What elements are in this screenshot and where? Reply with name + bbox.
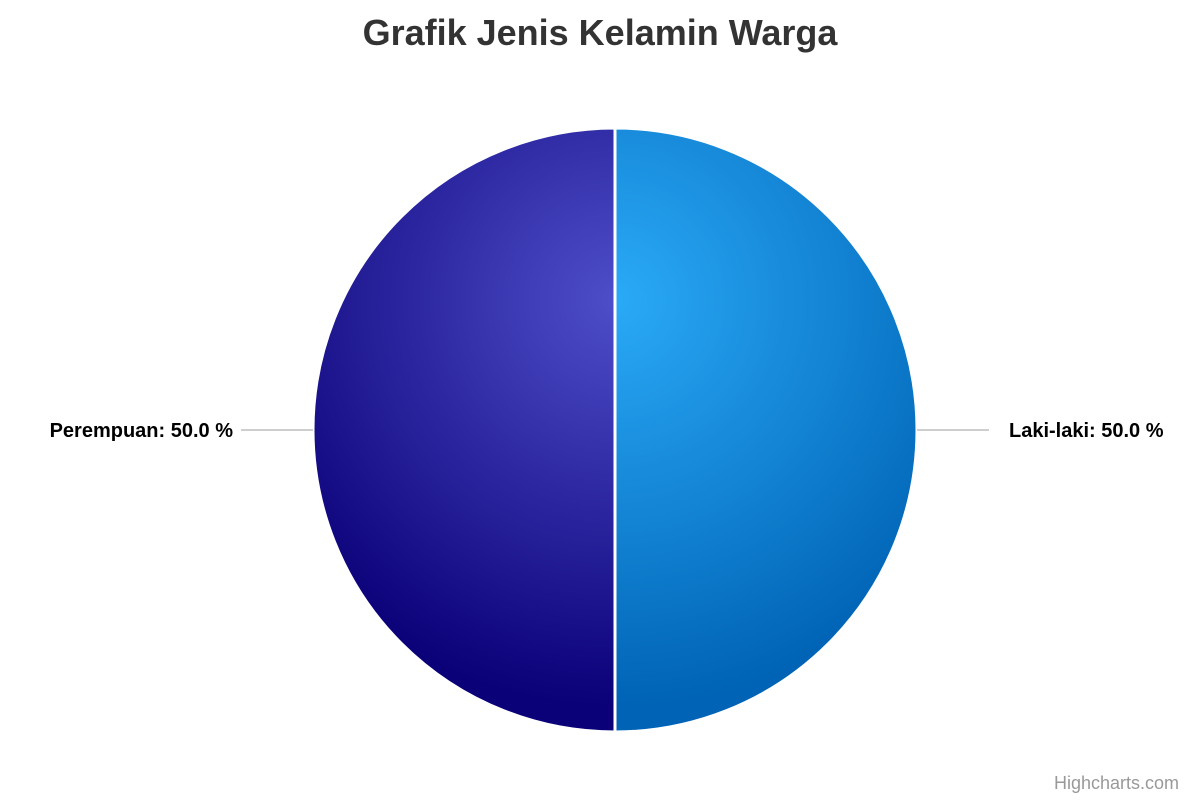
chart-title: Grafik Jenis Kelamin Warga	[362, 12, 838, 53]
data-label-laki-laki: Laki-laki: 50.0 %	[1009, 420, 1164, 442]
pie-data-labels: Laki-laki: 50.0 % Perempuan: 50.0 %	[50, 420, 1164, 442]
pie-slice-laki-laki[interactable]	[613, 126, 919, 734]
credits-link[interactable]: Highcharts.com	[1053, 773, 1179, 793]
pie-slices	[311, 126, 919, 734]
pie-slice-perempuan[interactable]	[311, 126, 617, 734]
data-label-perempuan: Perempuan: 50.0 %	[50, 420, 234, 442]
